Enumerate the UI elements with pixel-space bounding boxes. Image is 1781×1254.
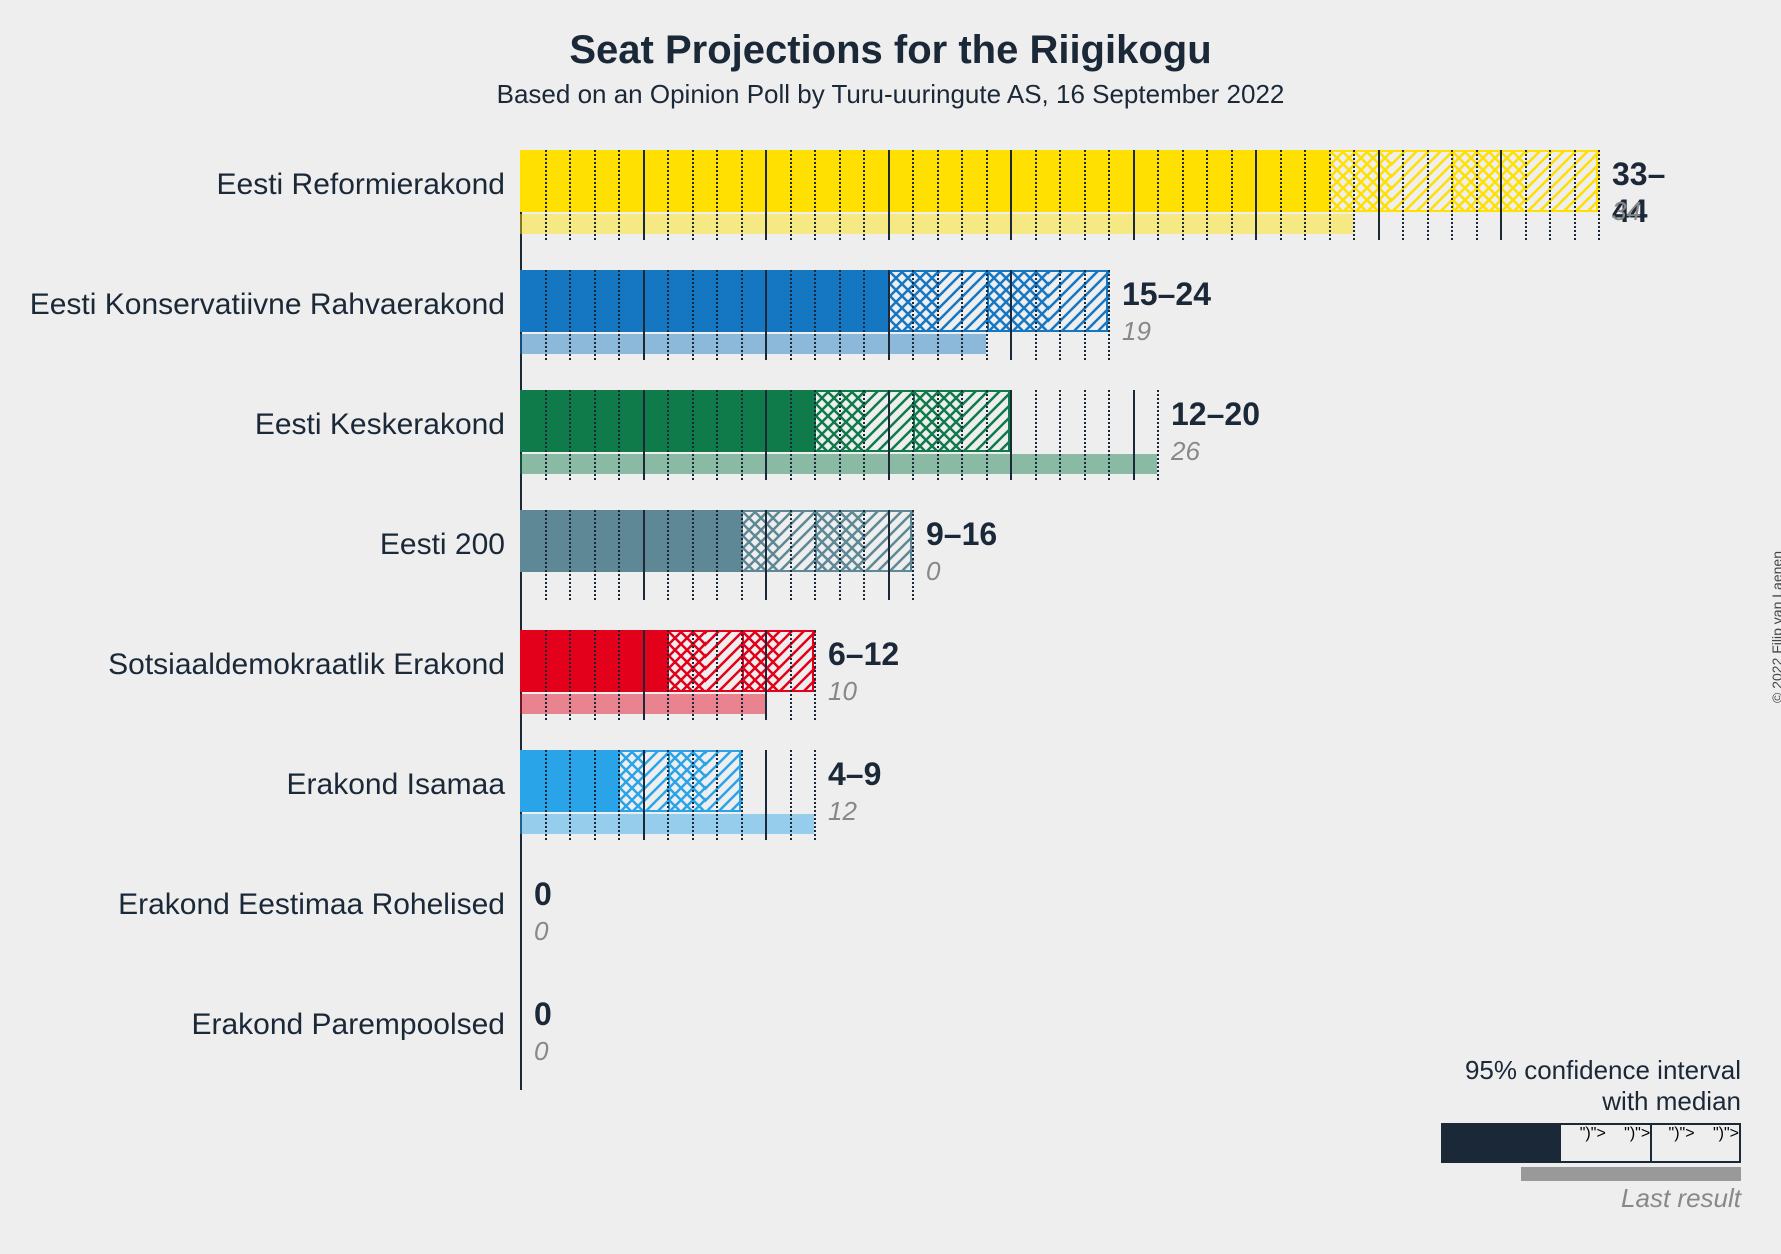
- ci-bar: [520, 510, 912, 572]
- party-row: Eesti Keskerakond12–2026: [520, 380, 1700, 500]
- ci-bar: [520, 630, 814, 692]
- party-label: Eesti 200: [5, 528, 505, 562]
- last-value: 12: [828, 796, 857, 827]
- party-row: Sotsiaaldemokraatlik Erakond6–1210: [520, 620, 1700, 740]
- legend-swatch-ci: ")"> ")"> ")"> ")">: [1441, 1123, 1741, 1163]
- ci-bar: [520, 390, 1010, 452]
- last-value: 0: [534, 916, 548, 947]
- chart-subtitle: Based on an Opinion Poll by Turu-uuringu…: [0, 79, 1781, 110]
- copyright-notice: © 2022 Filip van Laenen: [1769, 551, 1781, 703]
- party-label: Sotsiaaldemokraatlik Erakond: [5, 648, 505, 682]
- party-label: Eesti Konservatiivne Rahvaerakond: [5, 288, 505, 322]
- ci-bar: [520, 150, 1598, 212]
- legend-swatch-last: [1521, 1167, 1741, 1181]
- legend-line-1: 95% confidence interval: [1441, 1055, 1741, 1086]
- grid-line: [1157, 390, 1159, 480]
- last-result-bar: [520, 214, 1353, 234]
- chart-plot-area: Eesti Reformierakond33–4434Eesti Konserv…: [520, 140, 1700, 1200]
- range-value: 6–12: [828, 636, 899, 673]
- party-row: Eesti Konservatiivne Rahvaerakond15–2419: [520, 260, 1700, 380]
- legend-line-2: with median: [1441, 1086, 1741, 1117]
- range-value: 0: [534, 996, 552, 1033]
- party-label: Erakond Parempoolsed: [5, 1008, 505, 1042]
- ci-bar: [520, 270, 1108, 332]
- legend-last-label: Last result: [1441, 1183, 1741, 1214]
- party-row: Eesti Reformierakond33–4434: [520, 140, 1700, 260]
- last-value: 19: [1122, 316, 1151, 347]
- party-label: Erakond Isamaa: [5, 768, 505, 802]
- last-value: 0: [926, 556, 940, 587]
- range-value: 4–9: [828, 756, 881, 793]
- party-label: Erakond Eestimaa Rohelised: [5, 888, 505, 922]
- last-value: 10: [828, 676, 857, 707]
- last-value: 34: [1612, 196, 1641, 227]
- ci-bar: [520, 750, 741, 812]
- last-result-bar: [520, 334, 986, 354]
- range-value: 9–16: [926, 516, 997, 553]
- last-result-bar: [520, 694, 765, 714]
- party-row: Eesti 2009–160: [520, 500, 1700, 620]
- party-row: Erakond Eestimaa Rohelised00: [520, 860, 1700, 980]
- grid-line: [814, 750, 816, 840]
- last-value: 26: [1171, 436, 1200, 467]
- range-value: 0: [534, 876, 552, 913]
- chart-title: Seat Projections for the Riigikogu: [0, 0, 1781, 73]
- party-label: Eesti Keskerakond: [5, 408, 505, 442]
- last-value: 0: [534, 1036, 548, 1067]
- party-row: Erakond Isamaa4–912: [520, 740, 1700, 860]
- last-result-bar: [520, 814, 814, 834]
- range-value: 15–24: [1122, 276, 1211, 313]
- last-result-bar: [520, 454, 1157, 474]
- range-value: 12–20: [1171, 396, 1260, 433]
- chart-legend: 95% confidence interval with median ")">…: [1441, 1055, 1741, 1214]
- party-label: Eesti Reformierakond: [5, 168, 505, 202]
